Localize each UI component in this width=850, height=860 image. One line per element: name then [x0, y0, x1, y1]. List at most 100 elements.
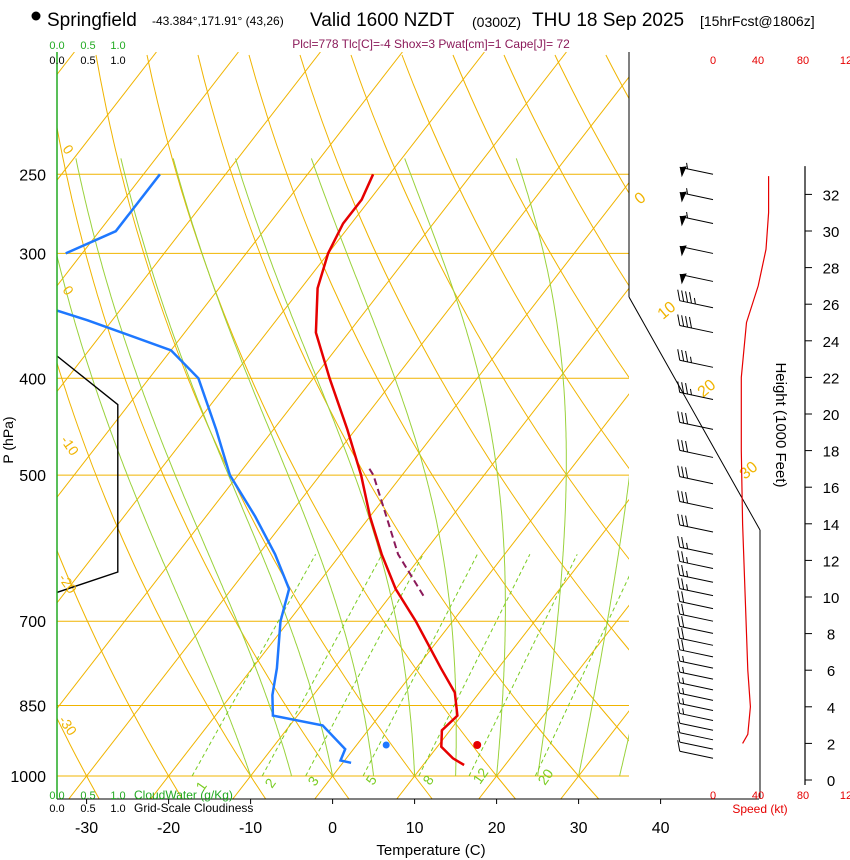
wind-barb-half [686, 570, 689, 577]
x-tick-label: 20 [488, 820, 506, 837]
wind-barb-full [677, 439, 681, 451]
wind-barb [677, 411, 714, 430]
wind-barb [679, 212, 714, 227]
wind-barb-shaft [679, 649, 714, 658]
isotherm-line [57, 52, 239, 287]
wind-barb-full [677, 411, 681, 423]
wind-barb-full [681, 466, 685, 478]
moist-adiabat-line [310, 158, 457, 776]
wind-barb-full [681, 491, 685, 503]
surface-dewpoint-point [382, 741, 390, 749]
isotherm-line [478, 604, 629, 799]
wind-barb-shaft [679, 560, 714, 570]
dry-adiabat-line [248, 54, 629, 742]
p-tick-label: 300 [19, 246, 46, 263]
height-tick-label: 24 [823, 334, 840, 351]
wind-barb [677, 349, 714, 368]
wind-barb-full [677, 314, 681, 326]
mixing-ratio-line [468, 554, 578, 777]
wind-barb-flag [679, 166, 687, 178]
mixing-ratio-line [534, 575, 629, 777]
wind-barb-half [682, 698, 685, 705]
dry-adiabat-line [401, 54, 629, 470]
isotherm-label: 20 [695, 377, 720, 402]
wind-barb-shaft [679, 421, 714, 430]
barb-frame-line [628, 296, 761, 531]
location-coords: -43.384°,171.91° (43,26) [152, 14, 284, 28]
dewpoint-upper-line [65, 173, 161, 255]
wind-barb-full [677, 730, 681, 743]
wind-barb-full [677, 550, 681, 562]
wind-barb [679, 162, 714, 178]
wind-barb-full [688, 316, 692, 329]
wind-barb-full [685, 515, 689, 527]
height-tick-label: 30 [823, 224, 840, 241]
mixing-ratio-line [305, 554, 424, 777]
wind-barb-half [689, 356, 692, 363]
dry-adiabat-line [554, 54, 629, 194]
cloudiness-scale-label: 1.0 [110, 55, 125, 67]
p-tick-label: 250 [19, 167, 46, 184]
cloudwater-scale-label: 0.5 [80, 40, 95, 52]
wind-barb-full [685, 350, 689, 362]
wind-barb-full [681, 578, 685, 590]
wind-barb-shaft [679, 500, 714, 510]
mixing-ratio-line [362, 554, 478, 777]
wind-barb-full [685, 382, 689, 395]
x-tick-label: -10 [239, 820, 262, 837]
wind-barb-full [681, 536, 685, 549]
wind-barb-full [681, 564, 685, 577]
wind-barb-shaft [679, 546, 714, 555]
height-tick-label: 16 [823, 480, 840, 497]
temperature-line [314, 173, 465, 767]
isotherm-line [643, 52, 850, 799]
dry-adiabat-line [503, 54, 629, 287]
wind-barb-full [688, 292, 692, 304]
wind-barb [677, 721, 714, 741]
forecast-info: [15hrFcst@1806z] [700, 13, 815, 29]
wind-barb [677, 627, 714, 646]
speed-tick-label-bottom: 80 [797, 790, 809, 802]
wind-barb-shaft [679, 692, 714, 701]
wind-barb-shaft [679, 325, 714, 334]
wind-barb-shaft [679, 722, 714, 731]
wind-barb-shaft [679, 524, 714, 533]
wind-barb-full [677, 671, 681, 683]
location-dot-icon [30, 10, 42, 22]
wind-barb [677, 550, 714, 570]
wind-barb-shaft [679, 702, 714, 712]
isotherm-line [396, 498, 629, 799]
cloudiness-scale-label: 0.5 [80, 55, 95, 67]
cloudiness-line [57, 355, 119, 594]
speed-tick-label-top: 40 [752, 55, 764, 67]
wind-barb-half [686, 188, 689, 195]
p-tick-label: 1000 [10, 769, 46, 786]
y-axis-label: P (hPa) [0, 416, 16, 463]
wind-barb-full [677, 564, 681, 576]
wind-barb-shaft [679, 682, 714, 691]
isotherm-line [57, 52, 403, 498]
isotherm-line [232, 287, 629, 799]
wind-barb-shaft [679, 741, 714, 750]
wind-barb [677, 660, 714, 680]
mixing-ratio-label: 2 [261, 775, 279, 791]
height-tick-label: 0 [827, 773, 835, 790]
p-tick-label: 700 [19, 614, 46, 631]
isotherm-line [68, 76, 629, 799]
wind-barb [677, 712, 714, 731]
wind-barb-shaft [679, 601, 714, 610]
speed-tick-label-bottom: 12 [840, 790, 850, 802]
mixing-ratio-line [418, 554, 531, 777]
wind-barb-shaft [679, 712, 714, 722]
wind-barb-full [681, 412, 685, 424]
speed-tick-label-bottom: 0 [710, 790, 716, 802]
wind-speed-line [740, 176, 770, 744]
wind-barb [677, 536, 714, 555]
wind-barb-half [686, 162, 689, 169]
wind-barb-half [682, 677, 685, 684]
wind-barb [677, 314, 714, 334]
wind-barb-shaft [679, 300, 714, 309]
wind-barb-full [677, 650, 681, 662]
isotherm-label: 10 [655, 299, 680, 324]
